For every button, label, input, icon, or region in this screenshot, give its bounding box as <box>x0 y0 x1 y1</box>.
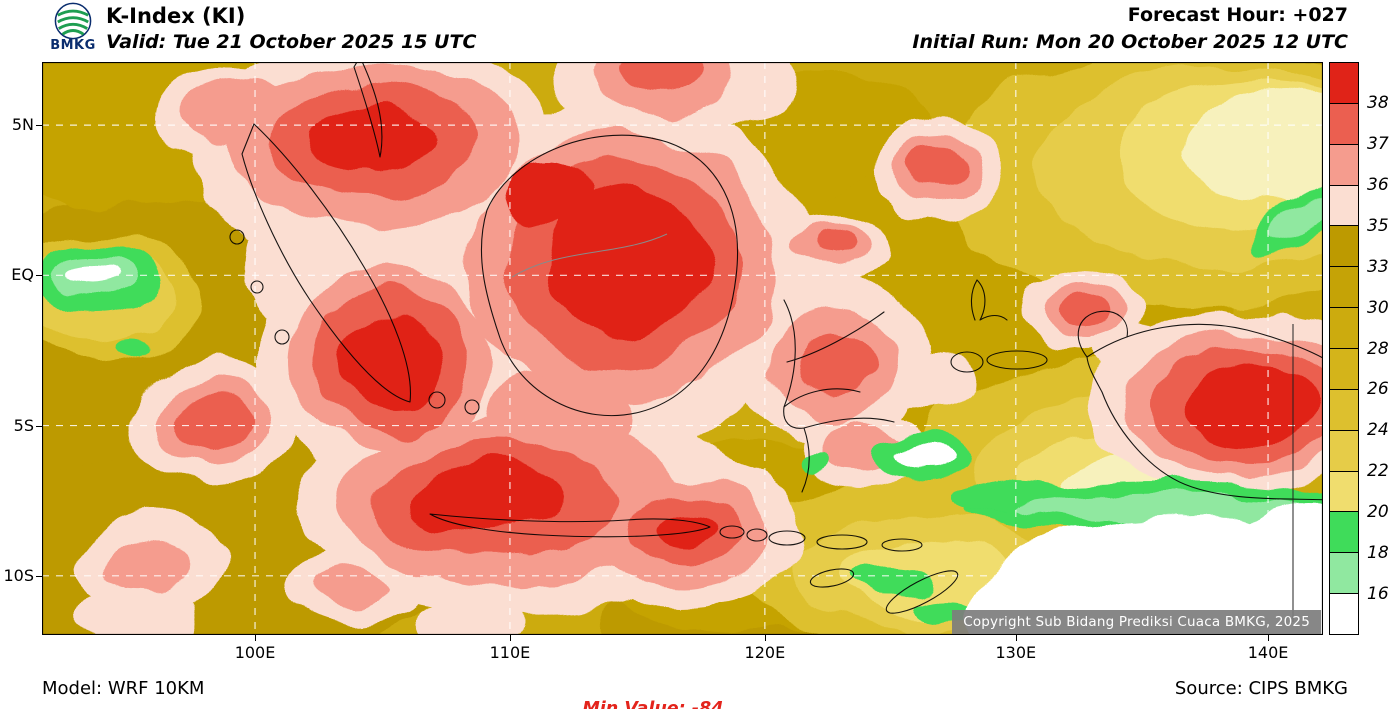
color-scale <box>1329 62 1359 635</box>
x-axis-tick-mark <box>1268 635 1270 641</box>
forecast-map <box>42 62 1323 635</box>
coast-malay-peninsula <box>353 62 383 158</box>
border-borneo <box>511 233 668 278</box>
coast-sulawesi <box>783 299 895 493</box>
x-axis-tick-label: 120E <box>744 643 786 662</box>
colorbar-tick-label: 24 <box>1367 420 1389 441</box>
colorbar-band <box>1330 267 1358 309</box>
colorbar-band <box>1330 308 1358 350</box>
y-axis-tick-label: EQ <box>11 265 34 285</box>
bmkg-logo-text: BMKG <box>50 38 96 53</box>
colorbar-band <box>1330 553 1358 595</box>
x-axis-tick-label: 140E <box>1247 643 1289 662</box>
x-axis-tick-mark <box>255 635 257 641</box>
colorbar-tick-label: 18 <box>1367 543 1389 564</box>
coast-sumatra <box>241 123 412 403</box>
source-label: Source: CIPS BMKG <box>1174 678 1348 699</box>
coast-halmahera <box>970 279 1008 321</box>
bmkg-logo: BMKG <box>46 2 100 53</box>
x-axis-tick-label: 130E <box>995 643 1037 662</box>
colorbar-tick-label: 16 <box>1367 584 1389 605</box>
y-axis-tick-mark <box>36 575 42 577</box>
coast-borneo <box>480 134 739 417</box>
colorbar-tick-label: 33 <box>1367 256 1389 277</box>
valid-time-label: Valid: Tue 21 October 2025 15 UTC <box>106 31 477 53</box>
map-frame <box>42 62 1323 635</box>
admin-borders <box>511 233 668 278</box>
contour-layer-green-light <box>56 192 1323 524</box>
copyright-overlay: Copyright Sub Bidang Prediksi Cuaca BMKG… <box>952 610 1321 634</box>
colorbar-band <box>1330 144 1358 186</box>
y-axis-tick-label: 5N <box>11 115 34 135</box>
colorbar-band <box>1330 226 1358 268</box>
minmax-values: Min Value: -84 | Max Value: 50 <box>558 679 727 709</box>
colorbar-band <box>1330 512 1358 554</box>
x-axis-tick-label: 110E <box>489 643 531 662</box>
colorbar-tick-label: 36 <box>1367 174 1389 195</box>
colorbar-tick-label: 38 <box>1367 92 1389 113</box>
colorbar-band <box>1330 471 1358 513</box>
colorbar-tick-label: 26 <box>1367 379 1389 400</box>
y-axis-tick-label: 5S <box>13 415 34 435</box>
bmkg-logo-icon <box>54 2 92 40</box>
x-axis-tick-label: 100E <box>234 643 276 662</box>
colorbar-band <box>1330 430 1358 472</box>
colorbar-band <box>1330 103 1358 145</box>
initial-run-label: Initial Run: Mon 20 October 2025 12 UTC <box>912 31 1348 53</box>
colorbar-band <box>1330 185 1358 227</box>
coast-java <box>429 513 711 538</box>
colorbar-tick-label: 28 <box>1367 338 1389 359</box>
x-axis-tick-mark <box>764 635 766 641</box>
colorbar-tick-label: 22 <box>1367 461 1389 482</box>
y-axis-tick-mark <box>36 125 42 127</box>
colorbar-tick-label: 30 <box>1367 297 1389 318</box>
x-axis-tick-mark <box>1015 635 1017 641</box>
x-axis-tick-mark <box>509 635 511 641</box>
colorbar-band <box>1330 63 1358 104</box>
colorbar-band <box>1330 594 1358 635</box>
model-label: Model: WRF 10KM <box>42 678 205 699</box>
page-title: K-Index (KI) <box>106 4 246 28</box>
forecast-hour-label: Forecast Hour: +027 <box>1127 4 1348 26</box>
colorbar-tick-label: 20 <box>1367 502 1389 523</box>
coast-papua <box>1077 310 1323 501</box>
contour-layer-white <box>70 263 1323 635</box>
coastlines <box>229 62 1323 614</box>
colorbar-tick-label: 35 <box>1367 215 1389 236</box>
contour-layer-red-core <box>310 104 1323 549</box>
colorbar-band <box>1330 349 1358 390</box>
y-axis-tick-label: 10S <box>3 565 34 585</box>
colorbar-tick-label: 37 <box>1367 133 1389 154</box>
min-value-label: Min Value: -84 <box>582 699 724 709</box>
y-axis-tick-mark <box>36 425 42 427</box>
y-axis-tick-mark <box>36 275 42 277</box>
colorbar-band <box>1330 389 1358 431</box>
